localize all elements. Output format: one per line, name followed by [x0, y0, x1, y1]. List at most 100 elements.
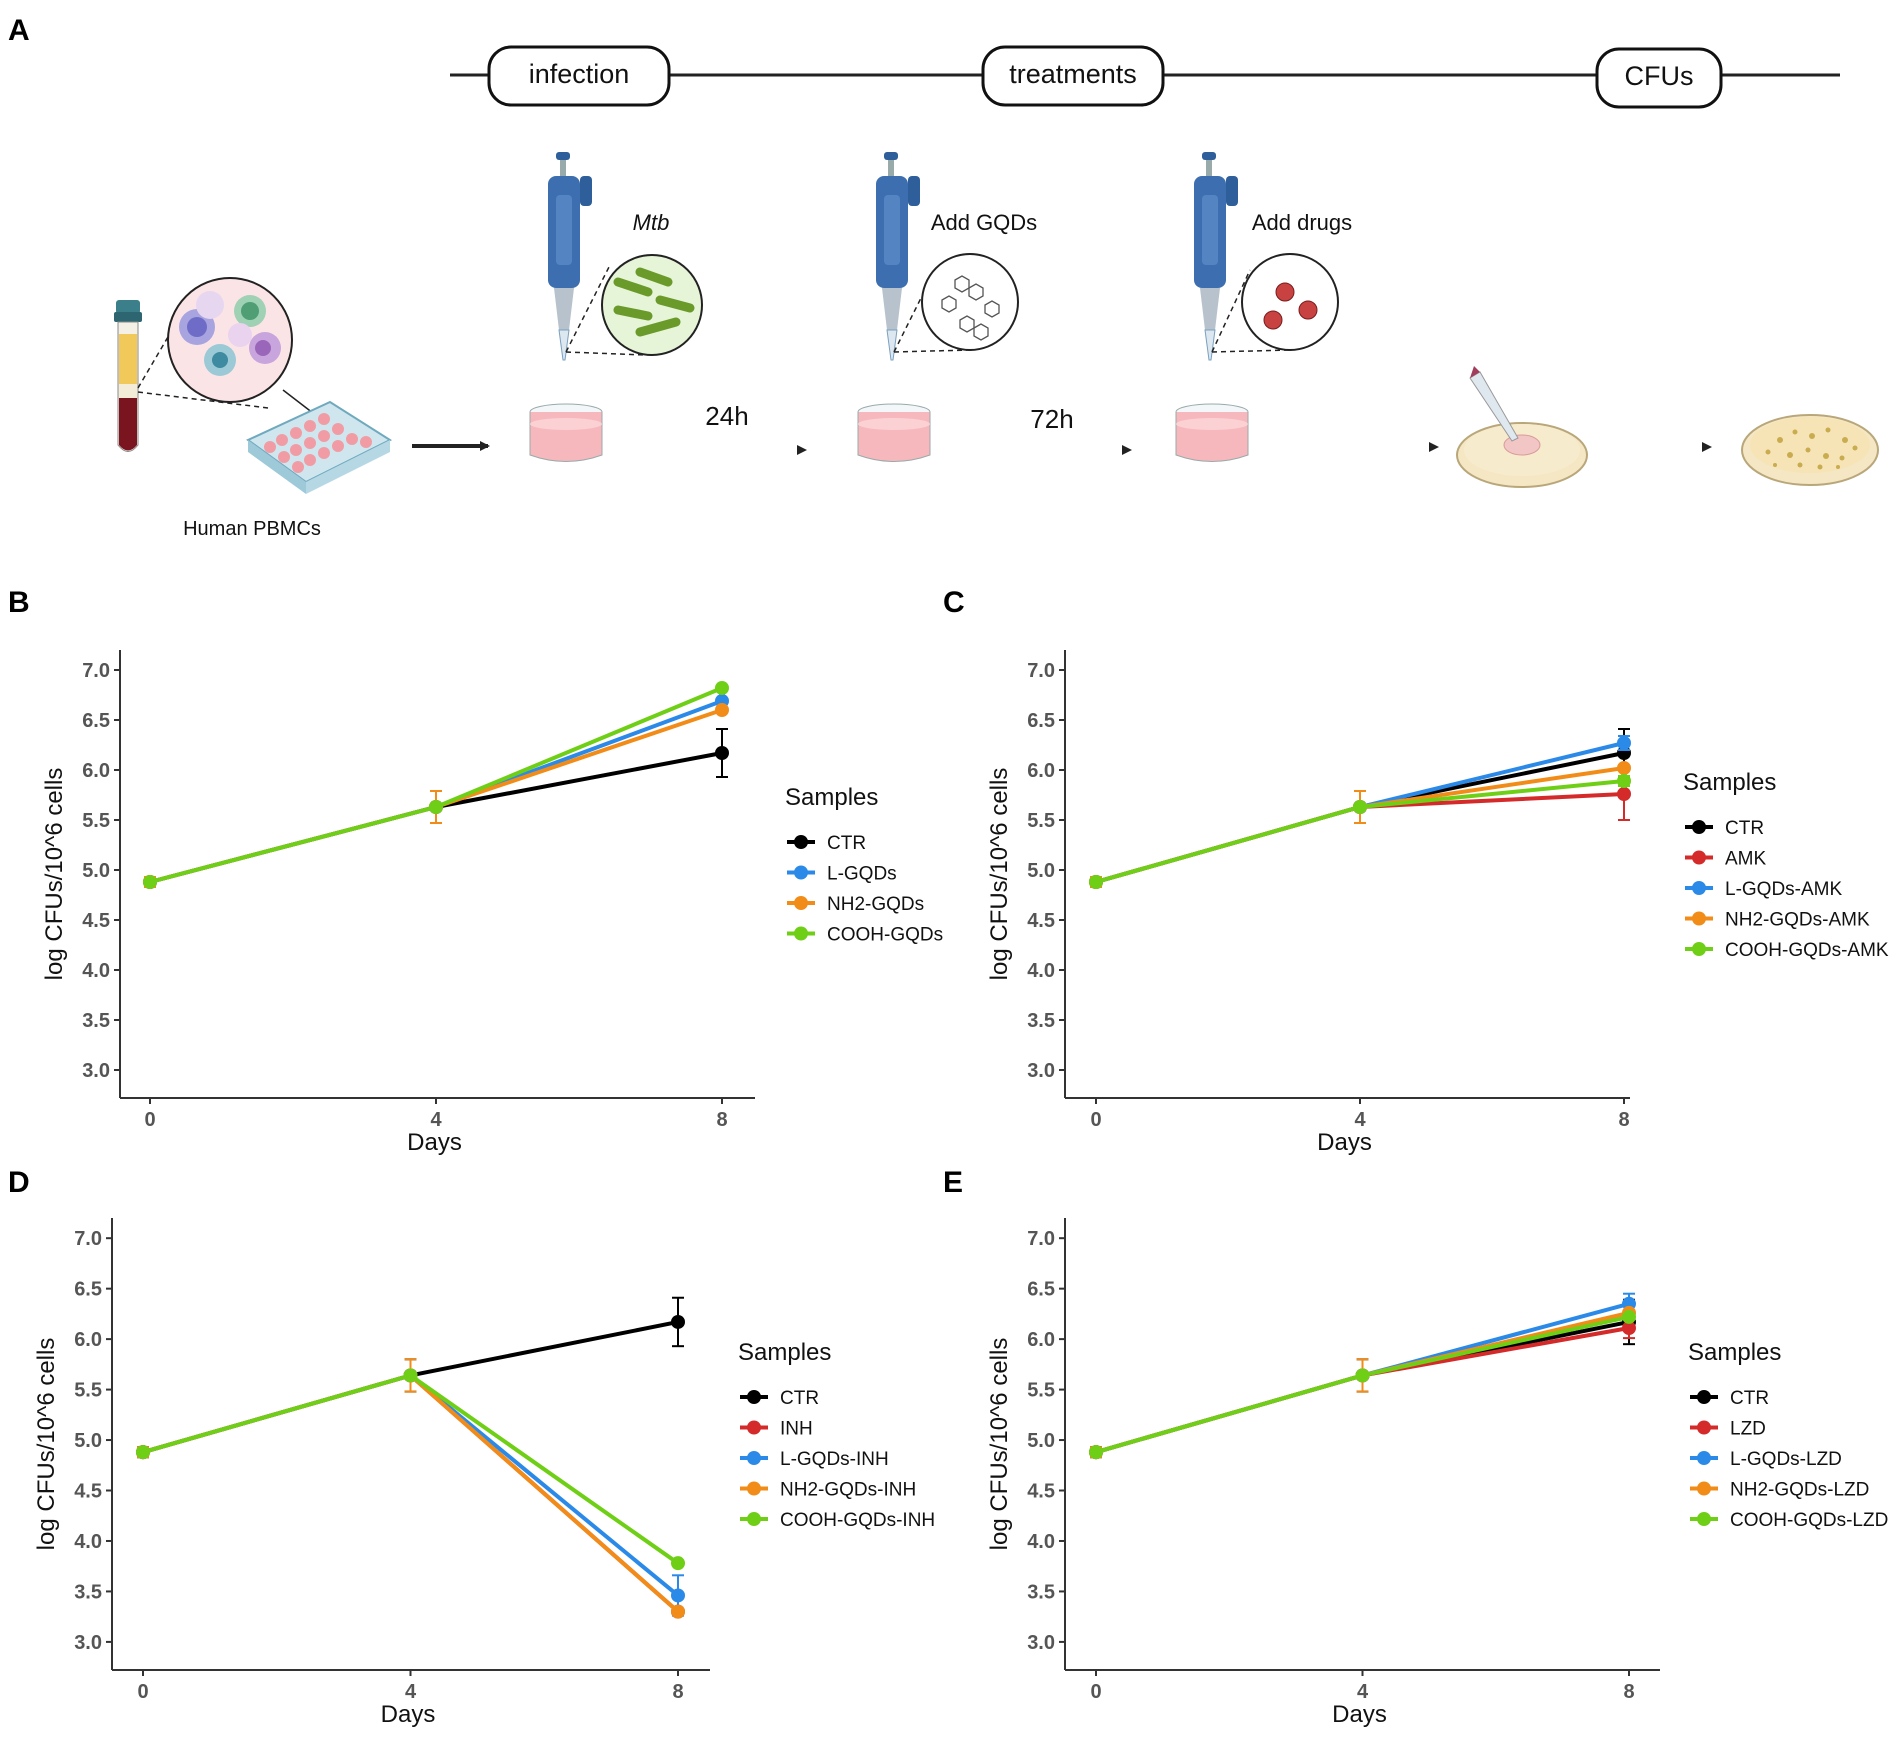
- chart-panels: B 3.0 3.5 4.0 4.5 5.0 5.5 6.0 6.5 7.0 0 4 8 Days log C…: [8, 586, 1889, 1728]
- y-tick-label: 4.5: [82, 910, 110, 932]
- mtb-bacteria-circle: [601, 254, 703, 356]
- legend-label: L-GQDs-INH: [780, 1449, 889, 1470]
- y-tick-label: 4.0: [74, 1531, 102, 1553]
- culture-dish-icon-3: [1175, 403, 1249, 462]
- pbmc-cells-circle: [167, 277, 293, 403]
- y-tick-label: 7.0: [82, 660, 110, 682]
- panel-a: A infection treatments CFUs: [8, 14, 1879, 540]
- panel-label-b: B: [8, 586, 30, 619]
- data-point: [143, 875, 157, 889]
- legend-label: L-GQDs-AMK: [1725, 879, 1843, 900]
- panel-label-d: D: [8, 1166, 30, 1199]
- zoom-line-drug-2: [1211, 349, 1291, 353]
- pbmc-label: Human PBMCs: [183, 518, 321, 540]
- legend-label: COOH-GQDs-INH: [780, 1510, 935, 1531]
- x-tick-label: 8: [716, 1109, 727, 1131]
- legend-swatch-point: [794, 835, 808, 849]
- zoom-line-drug-1: [1211, 269, 1251, 353]
- legend-title: Samples: [1683, 769, 1776, 796]
- y-tick-label: 4.5: [1027, 910, 1055, 932]
- series-l-gqds-inh: [136, 1368, 685, 1617]
- legend-item: L-GQDs-INH: [740, 1449, 889, 1470]
- data-point: [403, 1368, 418, 1383]
- legend-label: NH2-GQDs-AMK: [1725, 910, 1870, 931]
- legend-item: INH: [740, 1419, 813, 1440]
- series-cooh-gqds-amk: [1089, 774, 1631, 889]
- y-tick-label: 7.0: [1027, 660, 1055, 682]
- y-tick-label: 6.0: [1027, 1329, 1055, 1351]
- y-tick-label: 4.5: [1027, 1481, 1055, 1503]
- legend-item: AMK: [1685, 849, 1767, 870]
- y-tick-label: 3.0: [1027, 1060, 1055, 1082]
- timeline-infection-label: infection: [529, 59, 630, 89]
- data-point: [671, 1314, 685, 1329]
- y-tick-label: 5.5: [1027, 810, 1055, 832]
- data-point: [715, 703, 729, 717]
- zoom-line-gqd-2: [893, 349, 971, 353]
- legend-swatch-point: [1692, 911, 1706, 926]
- legend-label: NH2-GQDs-LZD: [1730, 1480, 1869, 1501]
- legend-item: NH2-GQDs: [787, 894, 924, 915]
- y-tick-label: 5.0: [74, 1430, 102, 1452]
- y-axis-label: log CFUs/10^6 cells: [41, 768, 68, 981]
- legend-swatch-point: [747, 1481, 761, 1496]
- data-point: [671, 1556, 685, 1571]
- legend-swatch-point: [794, 896, 808, 910]
- legend-item: L-GQDs-AMK: [1685, 879, 1843, 900]
- data-point: [1089, 875, 1103, 889]
- y-tick-label: 6.5: [1027, 1279, 1055, 1301]
- legend: Samples CTR AMK L-GQDs-AMK NH2-GQDs-AMK COOH-…: [1683, 769, 1889, 961]
- legend-title: Samples: [785, 784, 878, 811]
- legend-label: CTR: [827, 833, 866, 854]
- legend-swatch-point: [794, 865, 808, 880]
- panel-label-e: E: [943, 1166, 963, 1199]
- data-point: [136, 1445, 150, 1460]
- series-cooh-gqds: [143, 681, 729, 889]
- chart-panel-d: D 3.0 3.5 4.0 4.5 5.0 5.5 6.0 6.5 7.0 0 4 8 Days log C…: [8, 1166, 935, 1728]
- y-tick-label: 3.0: [1027, 1632, 1055, 1654]
- legend-item: COOH-GQDs: [787, 925, 943, 946]
- y-tick-label: 5.5: [1027, 1380, 1055, 1402]
- pipette-icon-2: [876, 152, 920, 361]
- y-axis-label: log CFUs/10^6 cells: [33, 1338, 60, 1551]
- data-point: [1617, 787, 1631, 801]
- legend: Samples CTR LZD L-GQDs-LZD NH2-GQDs-LZD COOH-…: [1688, 1339, 1888, 1531]
- y-tick-label: 5.5: [82, 810, 110, 832]
- legend-title: Samples: [738, 1339, 831, 1366]
- timeline-cfus-label: CFUs: [1625, 61, 1694, 91]
- legend-label: INH: [780, 1419, 813, 1440]
- data-point: [429, 800, 443, 814]
- series-inh: [136, 1368, 685, 1619]
- y-tick-label: 6.0: [74, 1329, 102, 1351]
- x-axis-label: Days: [407, 1129, 462, 1156]
- y-tick-label: 4.0: [1027, 960, 1055, 982]
- panel-label-a: A: [8, 14, 30, 47]
- y-tick-label: 6.0: [1027, 760, 1055, 782]
- series-cooh-gqds-lzd: [1089, 1309, 1636, 1460]
- x-tick-label: 8: [672, 1681, 683, 1703]
- legend-swatch-point: [747, 1512, 761, 1526]
- data-point: [1622, 1321, 1636, 1336]
- legend-item: LZD: [1690, 1419, 1766, 1440]
- legend-swatch-point: [1692, 881, 1706, 895]
- data-point: [1617, 736, 1631, 750]
- y-tick-label: 3.5: [1027, 1010, 1055, 1032]
- legend-item: L-GQDs-LZD: [1690, 1449, 1842, 1470]
- legend-label: COOH-GQDs: [827, 925, 943, 946]
- x-axis-label: Days: [381, 1701, 436, 1728]
- legend-item: NH2-GQDs-INH: [740, 1480, 916, 1501]
- step-add-drugs-label: Add drugs: [1252, 210, 1352, 235]
- series-amk: [1089, 767, 1631, 889]
- data-point: [715, 746, 729, 760]
- series-nh2-gqds-amk: [1089, 761, 1631, 889]
- legend-item: COOH-GQDs-INH: [740, 1510, 935, 1531]
- series-line: [142, 1373, 680, 1614]
- data-point: [715, 681, 729, 695]
- y-tick-label: 4.0: [1027, 1531, 1055, 1553]
- x-tick-label: 0: [137, 1681, 148, 1703]
- y-tick-label: 5.5: [74, 1380, 102, 1402]
- legend-item: COOH-GQDs-LZD: [1690, 1510, 1888, 1531]
- duration-72h: 72h: [1030, 404, 1073, 434]
- blood-tube-icon: [114, 300, 142, 452]
